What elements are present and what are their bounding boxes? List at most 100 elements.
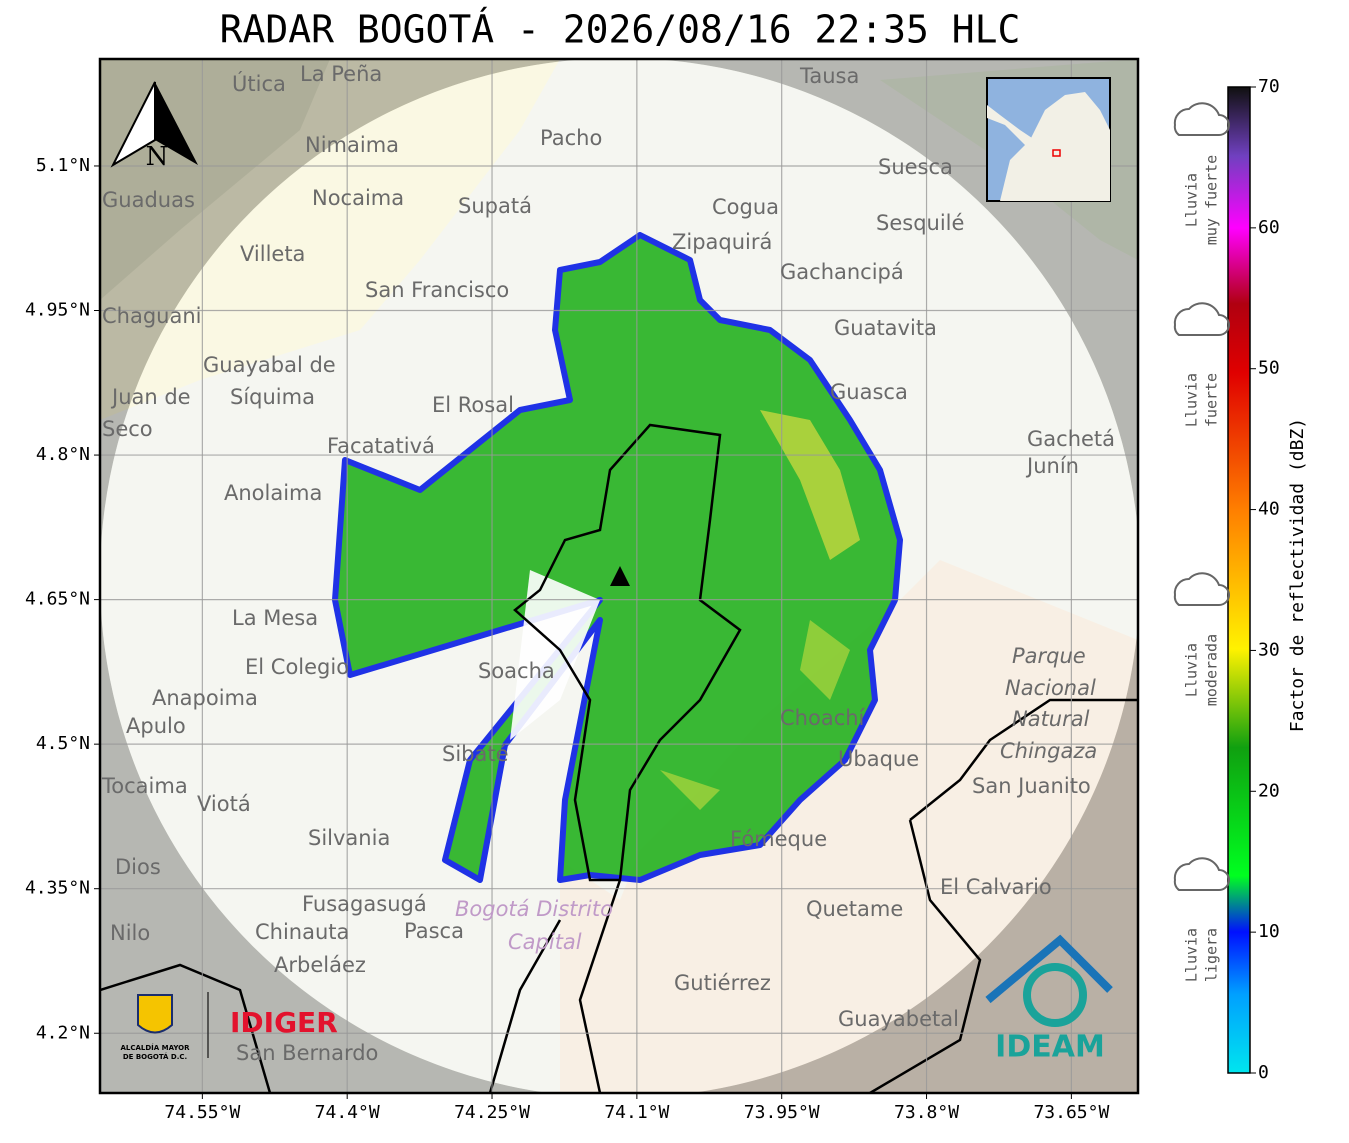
logo-text: DE BOGOTÁ D.C. [123, 1052, 187, 1061]
weather-icon [1173, 102, 1230, 136]
colorbar-tick-label: 0 [1258, 1062, 1269, 1083]
place-label: Bogotá Distrito [455, 897, 613, 921]
x-tick-label: 74.1°W [604, 1102, 669, 1123]
place-label: Viotá [197, 792, 251, 816]
place-label: Quetame [806, 897, 903, 921]
place-label: Nilo [110, 921, 150, 945]
place-label: Villeta [240, 242, 305, 266]
place-label: Nocaima [312, 186, 404, 210]
x-tick-label: 74.4°W [315, 1102, 380, 1123]
map-frame [98, 57, 1140, 1095]
weather-icon [1173, 302, 1230, 336]
place-label: Chingaza [1000, 739, 1097, 763]
place-label: Fusagasugá [302, 892, 427, 916]
place-label: San Francisco [365, 278, 509, 302]
colorbar-tick-label: 30 [1258, 639, 1280, 660]
place-label: Soacha [478, 659, 555, 683]
y-tick-label: 4.35°N [25, 878, 90, 899]
y-tick-label: 5.1°N [36, 155, 90, 176]
place-label: Síquima [230, 385, 315, 409]
place-label: Anapoima [152, 686, 258, 710]
weather-icon [1173, 857, 1230, 891]
logo-text: IDIGER [230, 1006, 338, 1039]
x-tick-label: 73.8°W [894, 1102, 959, 1123]
weather-icon [1173, 572, 1230, 606]
place-label: Guaduas [102, 188, 195, 212]
rain-category: Lluvia fuerte [1173, 302, 1230, 427]
logos: ALCALDÍA MAYOR DE BOGOTÁ D.C. IDIGER IDE… [120, 934, 1113, 1065]
place-label: Pasca [404, 919, 464, 943]
place-label: Anolaima [224, 481, 322, 505]
colorbar-ticks: 0 10 20 30 40 50 60 70 [1250, 76, 1280, 1083]
place-label: Pacho [540, 126, 602, 150]
x-tick-label: 74.25°W [454, 1102, 530, 1123]
x-tick-label: 74.55°W [164, 1102, 240, 1123]
category-label: moderada [1203, 634, 1221, 706]
radar-site [610, 566, 630, 586]
category-label: Lluvia [1183, 643, 1201, 697]
place-label: Capital [508, 930, 582, 954]
colorbar-tick-label: 40 [1258, 499, 1280, 520]
place-label: Juan de [110, 385, 191, 409]
category-label: fuerte [1203, 373, 1221, 427]
place-label: Seco [102, 417, 153, 441]
colorbar-tick-label: 50 [1258, 358, 1280, 379]
place-label: Facatativá [327, 434, 435, 458]
place-labels: Útica La Peña Tausa Pacho Nimaima Suesca… [101, 62, 1115, 1065]
place-label: Tausa [799, 64, 859, 88]
place-label: Choachí [780, 706, 866, 730]
x-tick-label: 73.95°W [744, 1102, 820, 1123]
logo-text: ALCALDÍA MAYOR [120, 1043, 190, 1052]
category-label: muy fuerte [1203, 155, 1221, 245]
place-label: San Juanito [972, 774, 1091, 798]
place-label: El Colegio [245, 655, 349, 679]
place-label: Gutiérrez [674, 971, 771, 995]
place-label: Natural [1012, 707, 1090, 731]
y-tick-label: 4.65°N [25, 589, 90, 610]
place-label: Tocaima [101, 774, 188, 798]
y-tick-label: 4.95°N [25, 300, 90, 321]
place-label: Silvania [308, 826, 390, 850]
place-label: San Bernardo [236, 1041, 378, 1065]
place-label: Zipaquirá [672, 230, 772, 254]
place-label: Ubaque [838, 747, 919, 771]
colorbar-tick-label: 20 [1258, 780, 1280, 801]
place-label: Fómeque [730, 827, 827, 851]
radar-echo [332, 232, 903, 883]
place-label: El Rosal [432, 393, 514, 417]
place-label: Guatavita [834, 316, 937, 340]
map: Útica La Peña Tausa Pacho Nimaima Suesca… [100, 59, 1138, 1093]
place-label: Junín [1025, 454, 1079, 478]
place-label: Cogua [712, 195, 779, 219]
title: RADAR BOGOTÁ - 2026/08/16 22:35 HLC [220, 8, 1021, 52]
place-label: Útica [232, 71, 286, 96]
category-label: Lluvia [1183, 373, 1201, 427]
colorbar-tick-label: 60 [1258, 217, 1280, 238]
rain-category: Lluvia muy fuerte [1173, 102, 1230, 245]
place-label: Guasca [830, 380, 908, 404]
place-label: Guayabetal [838, 1007, 959, 1031]
place-label: El Calvario [940, 875, 1052, 899]
place-label: La Mesa [232, 606, 318, 630]
place-label: Gachetá [1027, 427, 1115, 451]
inset-map [986, 77, 1111, 202]
place-label: Nimaima [305, 133, 399, 157]
category-label: Lluvia [1183, 928, 1201, 982]
colorbar-tick-label: 70 [1258, 76, 1280, 97]
colorbar-tick-label: 10 [1258, 921, 1280, 942]
logo-text: IDEAM [995, 1030, 1105, 1065]
place-label: Chinauta [255, 920, 349, 944]
place-label: Chaguani [102, 304, 202, 328]
place-label: Guayabal de [203, 353, 336, 377]
rain-category: Lluvia ligera [1173, 857, 1230, 982]
place-label: Arbeláez [274, 953, 366, 977]
place-label: La Peña [300, 62, 382, 86]
north-label: N [146, 142, 169, 172]
y-tick-label: 4.8°N [36, 444, 90, 465]
y-tick-label: 4.5°N [36, 733, 90, 754]
boundaries [100, 423, 1138, 1093]
place-label: Nacional [1005, 676, 1096, 700]
x-tick-label: 73.65°W [1033, 1102, 1109, 1123]
place-label: Apulo [126, 714, 186, 738]
